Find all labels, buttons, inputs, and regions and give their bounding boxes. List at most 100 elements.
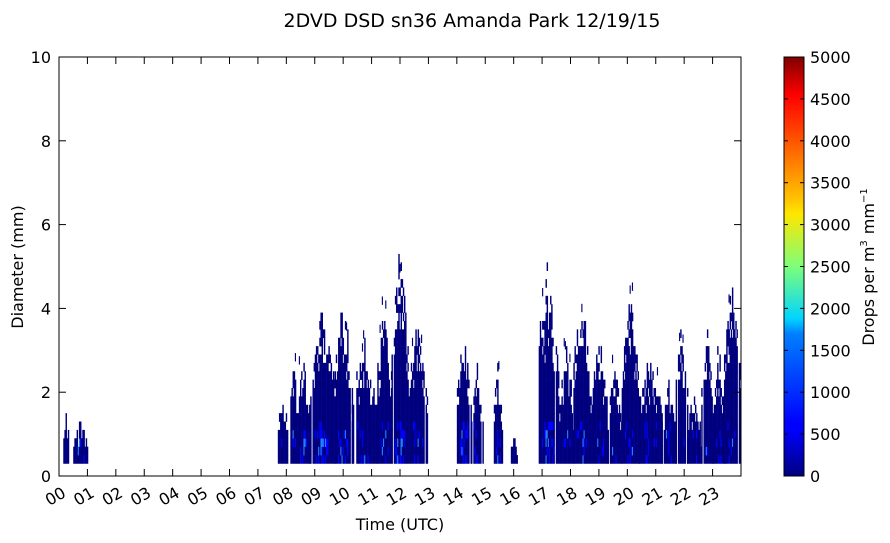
dsd-cell [347,421,349,431]
dsd-cell [586,404,589,414]
dsd-cell [668,404,670,414]
dsd-cell [367,421,370,431]
dsd-cell [646,438,649,447]
dsd-cell [388,379,391,389]
dsd-cell [669,438,671,447]
dsd-cell [729,337,732,347]
dsd-cell [738,362,741,372]
dsd-cell [734,362,736,372]
dsd-cell [704,362,707,372]
dsd-cell [730,446,733,456]
dsd-cell [551,320,553,330]
dsd-cell [564,371,567,380]
dsd-cell [611,396,614,406]
dsd-cell [403,304,406,313]
dsd-cell [301,404,303,414]
dsd-cell [348,404,350,414]
dsd-cell [539,429,542,439]
dsd-cell [318,413,320,422]
dsd-cell [538,421,541,431]
dsd-cell [418,421,421,431]
dsd-cell [729,320,732,330]
dsd-cell [627,421,629,431]
dsd-cell [294,404,297,414]
dsd-cell [545,379,547,389]
dsd-cell [341,337,343,347]
dsd-cell [727,337,729,347]
dsd-cell [618,446,621,456]
dsd-cell [315,413,318,422]
dsd-cell [546,295,549,305]
dsd-cell [725,455,727,464]
dsd-cell [339,388,341,397]
dsd-cell [387,438,389,447]
dsd-cell [364,362,366,372]
dsd-cell [706,354,709,364]
dsd-cell [571,429,574,439]
dsd-cell [689,438,691,447]
dsd-cell [478,446,481,456]
dsd-cell [600,446,603,456]
dsd-cell [402,312,405,322]
dsd-cell [545,438,547,447]
dsd-cell [493,429,496,439]
dsd-cell [647,438,650,447]
dsd-cell [562,455,564,464]
dsd-cell [601,379,604,389]
dsd-cell [293,371,296,380]
dsd-cell [497,421,499,431]
dsd-cell [650,404,652,414]
dsd-cell [635,388,637,397]
dsd-cell [422,438,424,447]
dsd-cell [734,429,736,439]
dsd-cell [690,438,692,447]
dsd-cell [726,455,728,464]
dsd-cell [415,354,417,364]
dsd-cell [651,438,653,447]
dsd-cell [672,446,675,456]
dsd-cell [622,404,625,414]
dsd-cell [319,404,321,414]
dsd-cell [546,354,549,364]
dsd-cell [461,388,463,397]
dsd-cell [633,388,635,397]
dsd-cell [705,346,708,355]
dsd-cell [314,413,317,422]
dsd-cell [618,413,621,422]
dsd-cell [631,421,634,431]
dsd-cell [540,379,543,389]
dsd-cell [680,329,682,339]
dsd-cell [579,429,581,439]
dsd-cell [467,371,469,380]
dsd-cell [299,388,302,397]
dsd-cell [653,446,655,456]
dsd-cell [723,379,726,389]
colorbar-tick-label: 1500 [810,341,851,360]
dsd-cell [610,421,613,431]
dsd-cell [727,429,729,439]
dsd-cell [301,413,303,422]
dsd-cell [419,404,422,414]
dsd-cell [326,455,328,464]
dsd-cell [75,455,77,464]
dsd-cell [597,404,599,414]
dsd-cell [475,396,478,406]
dsd-cell [658,413,660,422]
dsd-cell [302,429,304,439]
dsd-cell [725,413,727,422]
dsd-cell [719,354,721,364]
dsd-cell [553,421,555,431]
dsd-cell [342,379,345,389]
dsd-cell [734,329,736,339]
dsd-cell [292,429,295,439]
dsd-cell [411,388,414,397]
dsd-cell [661,455,663,464]
dsd-cell [501,438,504,447]
dsd-cell [726,438,728,447]
dsd-cell [660,446,662,456]
dsd-cell [680,446,682,456]
dsd-cell [462,404,464,414]
dsd-cell [640,429,643,439]
dsd-cell [348,421,350,431]
dsd-cell [590,446,592,456]
